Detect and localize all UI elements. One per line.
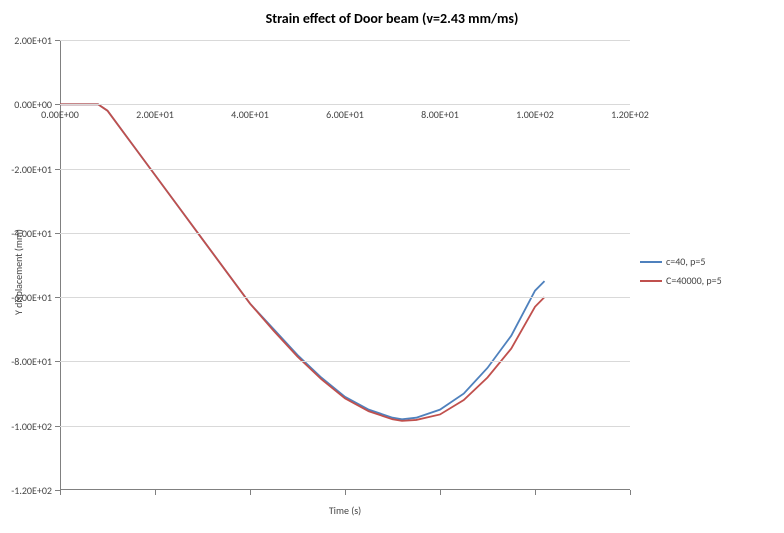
- legend-label: C=40000, p=5: [666, 274, 722, 287]
- x-tick-label: 6.00E+01: [315, 108, 375, 121]
- y-tick-label: -4.00E+01: [2, 227, 52, 240]
- x-tick-mark: [155, 490, 156, 495]
- x-tick-label: 1.00E+02: [505, 108, 565, 121]
- x-tick-label: 0.00E+00: [30, 108, 90, 121]
- y-tick-mark: [55, 40, 60, 41]
- legend-item: c=40, p=5: [640, 255, 722, 268]
- x-tick-label: 2.00E+01: [125, 108, 185, 121]
- x-tick-label: 4.00E+01: [220, 108, 280, 121]
- gridline-horizontal: [60, 104, 630, 105]
- y-tick-mark: [55, 233, 60, 234]
- y-tick-mark: [55, 426, 60, 427]
- y-tick-mark: [55, 361, 60, 362]
- y-tick-mark: [55, 297, 60, 298]
- x-tick-mark: [345, 490, 346, 495]
- y-tick-label: -6.00E+01: [2, 291, 52, 304]
- x-tick-mark: [630, 490, 631, 495]
- legend-swatch: [640, 261, 662, 263]
- y-tick-label: -2.00E+01: [2, 163, 52, 176]
- y-tick-label: -8.00E+01: [2, 355, 52, 368]
- y-tick-label: 2.00E+01: [2, 34, 52, 47]
- x-tick-mark: [535, 490, 536, 495]
- gridline-horizontal: [60, 40, 630, 41]
- y-tick-label: -1.20E+02: [2, 484, 52, 497]
- y-tick-mark: [55, 104, 60, 105]
- gridline-horizontal: [60, 233, 630, 234]
- gridline-horizontal: [60, 426, 630, 427]
- gridline-horizontal: [60, 297, 630, 298]
- legend-item: C=40000, p=5: [640, 274, 722, 287]
- legend-swatch: [640, 280, 662, 282]
- legend: c=40, p=5 C=40000, p=5: [640, 255, 722, 293]
- gridline-horizontal: [60, 169, 630, 170]
- y-tick-mark: [55, 169, 60, 170]
- series-line: [60, 104, 545, 419]
- chart-container: Strain effect of Door beam (v=2.43 mm/ms…: [0, 0, 784, 533]
- gridline-horizontal: [60, 361, 630, 362]
- x-tick-mark: [440, 490, 441, 495]
- x-tick-label: 1.20E+02: [600, 108, 660, 121]
- x-tick-mark: [250, 490, 251, 495]
- y-tick-label: -1.00E+02: [2, 420, 52, 433]
- series-line: [60, 104, 545, 421]
- legend-label: c=40, p=5: [666, 255, 705, 268]
- x-tick-mark: [60, 490, 61, 495]
- x-tick-label: 8.00E+01: [410, 108, 470, 121]
